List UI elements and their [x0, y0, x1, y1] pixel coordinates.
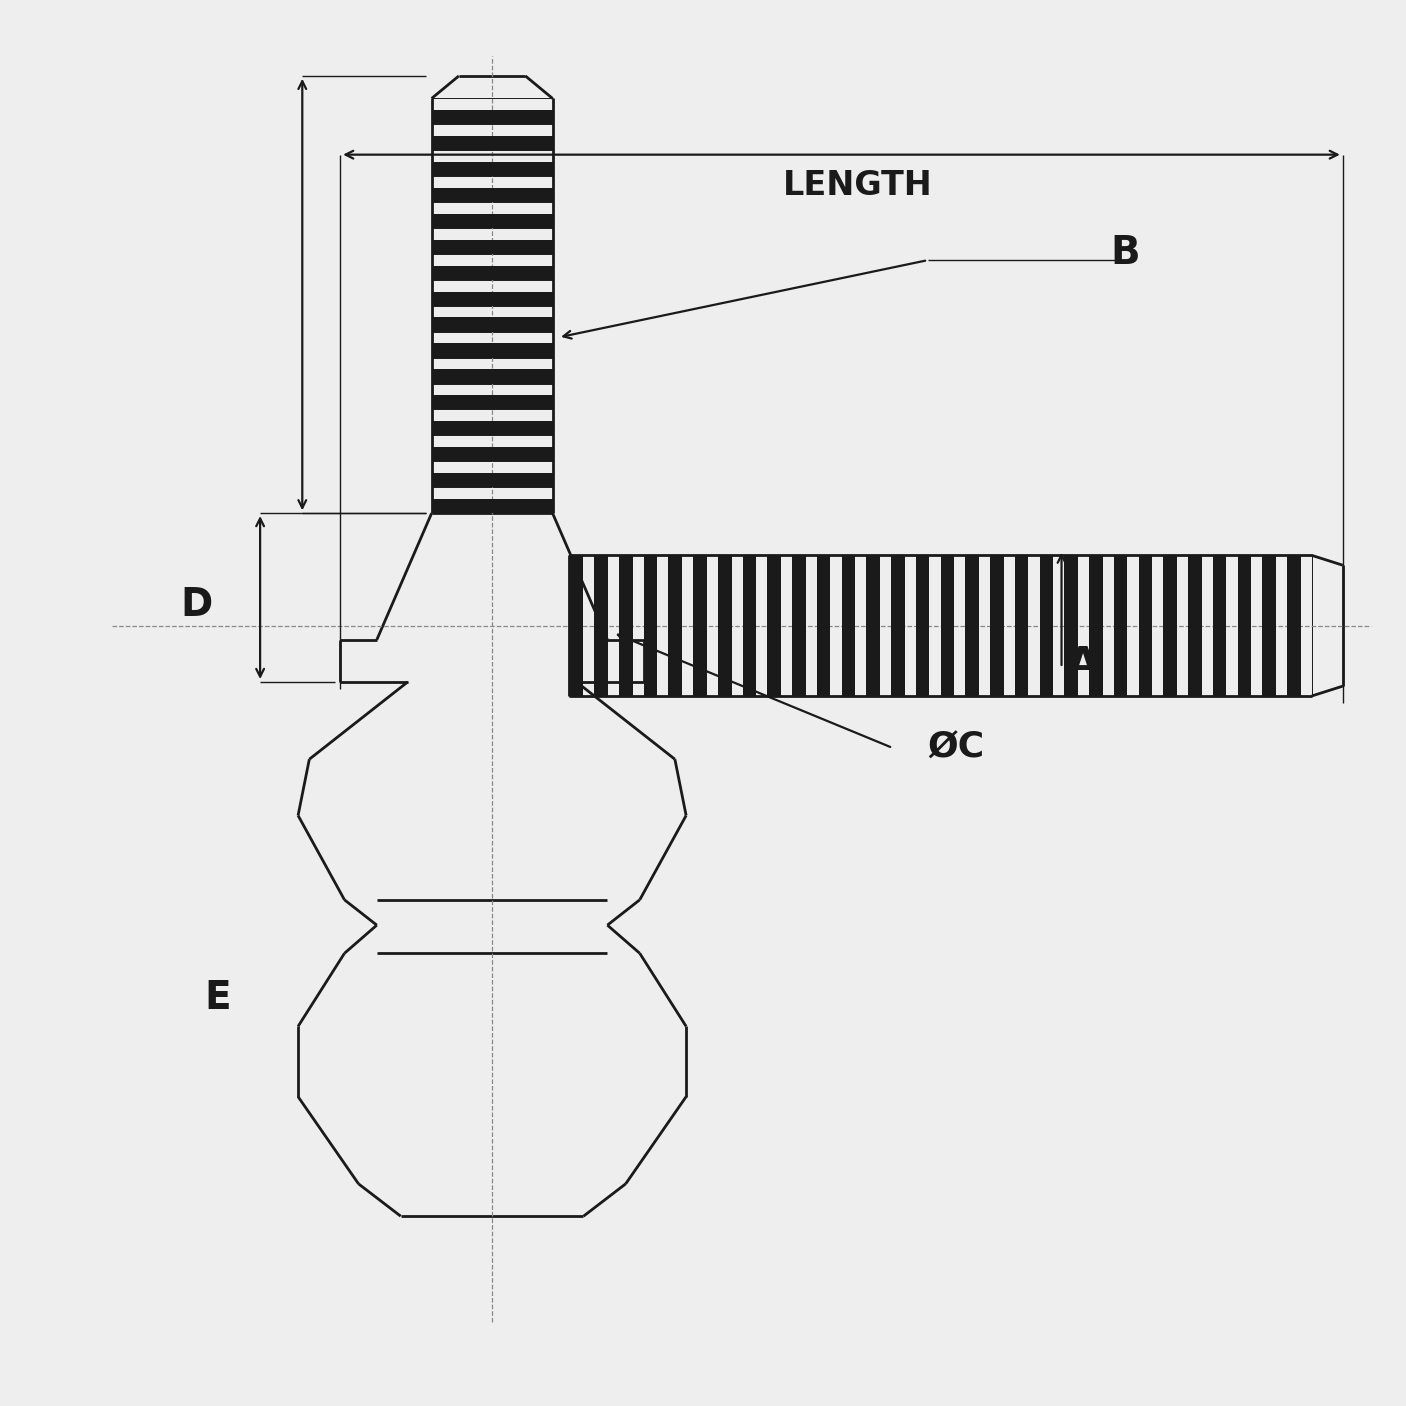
Text: LENGTH: LENGTH [783, 169, 932, 202]
Polygon shape [792, 555, 806, 696]
Polygon shape [619, 555, 633, 696]
Polygon shape [432, 162, 553, 176]
Polygon shape [432, 472, 553, 488]
Polygon shape [432, 499, 553, 513]
Polygon shape [768, 555, 780, 696]
Polygon shape [432, 110, 553, 124]
Polygon shape [990, 555, 1004, 696]
Polygon shape [1213, 555, 1226, 696]
Polygon shape [1064, 555, 1078, 696]
Polygon shape [432, 214, 553, 228]
Polygon shape [718, 555, 731, 696]
Polygon shape [432, 318, 553, 332]
Polygon shape [1237, 555, 1251, 696]
Polygon shape [1090, 555, 1102, 696]
Polygon shape [432, 239, 553, 254]
Polygon shape [842, 555, 855, 696]
Polygon shape [432, 447, 553, 461]
Polygon shape [1114, 555, 1128, 696]
Polygon shape [1188, 555, 1202, 696]
Text: ØC: ØC [928, 731, 984, 765]
Polygon shape [432, 291, 553, 307]
Polygon shape [432, 136, 553, 150]
Polygon shape [595, 555, 607, 696]
Polygon shape [891, 555, 904, 696]
Polygon shape [1015, 555, 1028, 696]
Polygon shape [1039, 555, 1053, 696]
Polygon shape [693, 555, 707, 696]
Polygon shape [817, 555, 831, 696]
Polygon shape [644, 555, 657, 696]
Polygon shape [432, 422, 553, 436]
Polygon shape [432, 343, 553, 357]
Text: D: D [181, 585, 212, 624]
Polygon shape [915, 555, 929, 696]
Polygon shape [432, 395, 553, 409]
Polygon shape [1263, 555, 1275, 696]
Polygon shape [742, 555, 756, 696]
Text: E: E [205, 979, 231, 1018]
Polygon shape [966, 555, 979, 696]
Text: B: B [1109, 233, 1140, 273]
Polygon shape [866, 555, 880, 696]
Polygon shape [432, 188, 553, 202]
Polygon shape [941, 555, 955, 696]
Polygon shape [668, 555, 682, 696]
Polygon shape [1163, 555, 1177, 696]
Polygon shape [432, 266, 553, 280]
Polygon shape [432, 370, 553, 384]
Text: A: A [1067, 644, 1098, 683]
Polygon shape [1139, 555, 1152, 696]
Polygon shape [569, 555, 583, 696]
Polygon shape [1286, 555, 1301, 696]
